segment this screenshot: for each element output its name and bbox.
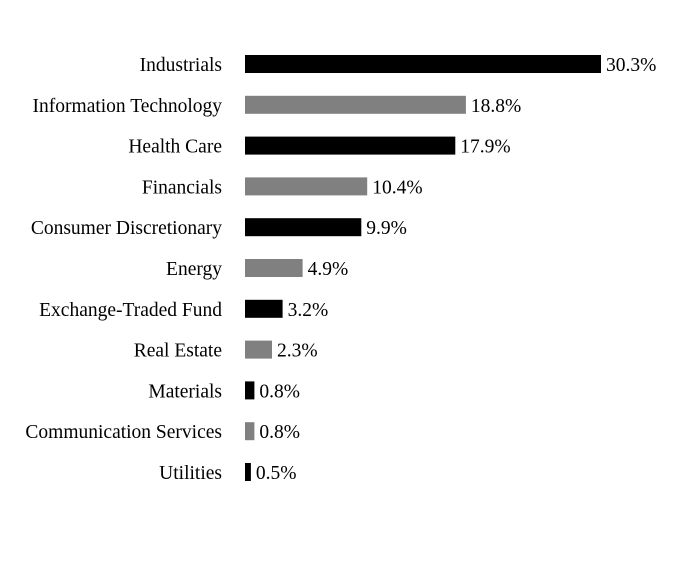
value-label-energy: 4.9%: [308, 259, 349, 280]
value-label-industrials: 30.3%: [606, 55, 656, 76]
bar-health-care: [245, 136, 456, 155]
category-label-exchange-traded-fund: Exchange-Traded Fund: [39, 300, 222, 321]
bar-industrials: [245, 55, 601, 73]
bar-materials: [245, 381, 255, 400]
bar-information-technology: [245, 95, 466, 114]
value-label-financials: 10.4%: [372, 177, 422, 198]
category-label-real-estate: Real Estate: [134, 341, 222, 362]
bar-communication-services: [245, 422, 255, 441]
category-label-utilities: Utilities: [159, 463, 222, 484]
category-label-energy: Energy: [166, 259, 222, 280]
bar-financials: [245, 177, 368, 196]
value-label-exchange-traded-fund: 3.2%: [288, 300, 329, 321]
category-label-health-care: Health Care: [128, 137, 222, 158]
category-label-consumer-discretionary: Consumer Discretionary: [31, 218, 222, 239]
category-label-financials: Financials: [142, 177, 222, 198]
category-label-communication-services: Communication Services: [25, 422, 222, 443]
bar-energy: [245, 259, 303, 277]
value-labels-group: 30.3% 18.8% 17.9% 10.4% 9.9% 4.9% 3.2% 2.3% 0.8%…: [256, 55, 656, 484]
value-label-health-care: 17.9%: [460, 137, 510, 158]
category-label-materials: Materials: [148, 381, 222, 402]
category-label-industrials: Industrials: [140, 55, 222, 76]
bars-group: [245, 55, 601, 481]
category-labels-group: Industrials Information Technology Health …: [25, 55, 222, 484]
bar-consumer-discretionary: [245, 218, 362, 237]
value-label-consumer-discretionary: 9.9%: [366, 218, 407, 239]
value-label-materials: 0.8%: [259, 381, 300, 402]
bar-exchange-traded-fund: [245, 299, 283, 318]
value-label-real-estate: 2.3%: [277, 341, 318, 362]
value-label-information-technology: 18.8%: [471, 96, 521, 117]
bar-real-estate: [245, 340, 272, 359]
category-label-information-technology: Information Technology: [33, 96, 223, 117]
value-label-utilities: 0.5%: [256, 463, 297, 484]
value-label-communication-services: 0.8%: [259, 422, 300, 443]
bar-utilities: [245, 463, 251, 481]
